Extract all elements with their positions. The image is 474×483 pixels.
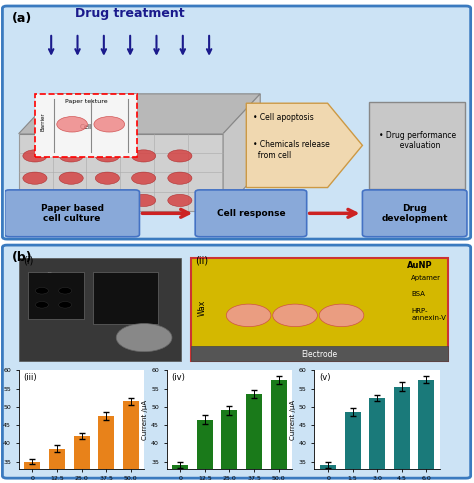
- Text: BSA: BSA: [411, 291, 425, 297]
- Circle shape: [95, 150, 119, 162]
- Polygon shape: [18, 94, 260, 134]
- Text: Paper based
cell culture: Paper based cell culture: [41, 204, 104, 223]
- Text: Paper
dish: Paper dish: [46, 272, 72, 291]
- Bar: [419, 380, 434, 483]
- Circle shape: [59, 301, 72, 308]
- Circle shape: [59, 194, 83, 207]
- Text: (iv): (iv): [172, 373, 185, 383]
- FancyBboxPatch shape: [18, 258, 181, 361]
- Bar: [98, 416, 114, 483]
- Bar: [221, 411, 237, 483]
- Bar: [246, 394, 262, 483]
- Y-axis label: Current /μA: Current /μA: [290, 399, 296, 440]
- Circle shape: [59, 172, 83, 185]
- FancyBboxPatch shape: [195, 190, 307, 237]
- Circle shape: [23, 150, 47, 162]
- Text: AuNP: AuNP: [407, 261, 432, 270]
- FancyBboxPatch shape: [2, 6, 471, 239]
- Circle shape: [132, 150, 155, 162]
- FancyBboxPatch shape: [191, 346, 448, 361]
- Text: Barrier: Barrier: [40, 113, 46, 131]
- Text: Paper texture: Paper texture: [65, 99, 107, 103]
- Bar: [271, 380, 286, 483]
- Text: Drug
development: Drug development: [382, 204, 448, 223]
- Circle shape: [273, 304, 318, 327]
- Text: Wax: Wax: [198, 300, 207, 316]
- Text: Cell response: Cell response: [217, 209, 285, 218]
- FancyBboxPatch shape: [28, 272, 84, 319]
- Text: Aptamer: Aptamer: [411, 275, 441, 281]
- Circle shape: [132, 194, 155, 207]
- Bar: [394, 387, 410, 483]
- Circle shape: [168, 194, 192, 207]
- Circle shape: [116, 324, 172, 352]
- Text: (i): (i): [23, 256, 34, 266]
- Circle shape: [94, 116, 125, 132]
- Bar: [123, 401, 139, 483]
- Circle shape: [59, 150, 83, 162]
- FancyBboxPatch shape: [369, 102, 465, 189]
- FancyBboxPatch shape: [18, 134, 223, 211]
- Circle shape: [36, 287, 48, 294]
- Bar: [369, 398, 385, 483]
- Bar: [320, 465, 336, 483]
- Circle shape: [36, 301, 48, 308]
- Text: HRP-
annexin-V: HRP- annexin-V: [411, 308, 446, 321]
- Circle shape: [95, 172, 119, 185]
- Text: Electrode: Electrode: [301, 350, 338, 358]
- Text: • Cell apoptosis: • Cell apoptosis: [253, 113, 314, 122]
- Circle shape: [59, 287, 72, 294]
- Circle shape: [319, 304, 364, 327]
- Circle shape: [23, 172, 47, 185]
- Circle shape: [226, 304, 271, 327]
- FancyBboxPatch shape: [93, 272, 158, 324]
- Y-axis label: Current /μA: Current /μA: [142, 399, 148, 440]
- FancyBboxPatch shape: [35, 94, 137, 157]
- Polygon shape: [246, 103, 363, 187]
- Text: (a): (a): [12, 12, 32, 25]
- Circle shape: [132, 172, 155, 185]
- Circle shape: [168, 172, 192, 185]
- Text: (iii): (iii): [24, 373, 37, 383]
- Bar: [49, 449, 65, 483]
- Text: (ii): (ii): [195, 256, 208, 266]
- Bar: [24, 462, 40, 483]
- Circle shape: [168, 150, 192, 162]
- FancyBboxPatch shape: [363, 190, 467, 237]
- Text: • Chemicals release
  from cell: • Chemicals release from cell: [253, 141, 330, 160]
- Text: (b): (b): [12, 251, 32, 264]
- FancyBboxPatch shape: [5, 190, 139, 237]
- Text: Cell: Cell: [80, 124, 92, 129]
- Bar: [197, 420, 213, 483]
- Bar: [172, 465, 188, 483]
- FancyBboxPatch shape: [2, 245, 471, 478]
- Circle shape: [23, 194, 47, 207]
- Polygon shape: [223, 94, 260, 211]
- Bar: [73, 436, 90, 483]
- Circle shape: [95, 194, 119, 207]
- Text: Drug treatment: Drug treatment: [75, 7, 185, 20]
- Text: (v): (v): [319, 373, 331, 383]
- Circle shape: [57, 116, 87, 132]
- FancyBboxPatch shape: [191, 258, 448, 361]
- Bar: [345, 412, 361, 483]
- Text: • Drug performance
  evaluation: • Drug performance evaluation: [379, 131, 456, 150]
